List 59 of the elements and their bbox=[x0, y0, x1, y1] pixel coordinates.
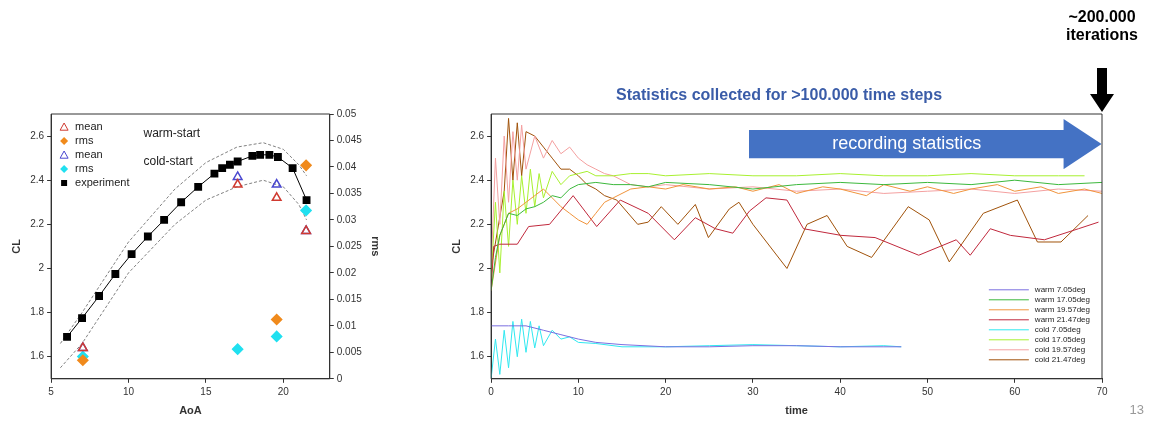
x-tick-label: 60 bbox=[1009, 385, 1021, 397]
annotation: warm-start bbox=[142, 126, 201, 141]
annotation: cold-start bbox=[143, 154, 194, 169]
y2-tick-label: 0.04 bbox=[336, 160, 357, 172]
y-tick-label: 1.8 bbox=[470, 306, 485, 318]
y-axis-title: CL bbox=[9, 238, 22, 254]
legend-label: rms bbox=[75, 162, 94, 175]
x-tick-label: 10 bbox=[572, 385, 585, 397]
legend-label: cold 19.57deg bbox=[1034, 345, 1086, 354]
annotation: recording statistics bbox=[831, 133, 983, 155]
x-tick-label: 5 bbox=[48, 385, 55, 397]
y2-tick-label: 0.025 bbox=[336, 240, 363, 252]
y2-tick-label: 0.02 bbox=[336, 266, 357, 278]
y2-tick-label: 0.015 bbox=[336, 293, 363, 305]
legend-label: warm 17.05deg bbox=[1033, 295, 1091, 304]
y2-tick-label: 0.045 bbox=[336, 134, 363, 146]
legend-label: warm 21.47deg bbox=[1033, 315, 1091, 324]
y-tick-label: 1.6 bbox=[470, 350, 485, 362]
x-tick-label: 30 bbox=[747, 385, 759, 397]
y-tick-label: 2.2 bbox=[30, 218, 45, 230]
text: ~200.000 iterations bbox=[1065, 8, 1139, 44]
legend-label: cold 17.05deg bbox=[1034, 335, 1086, 344]
y2-tick-label: 0.005 bbox=[336, 346, 363, 358]
y-tick-label: 2.2 bbox=[470, 218, 485, 230]
legend-label: experiment bbox=[75, 176, 130, 189]
x-tick-label: 10 bbox=[122, 385, 135, 397]
x-tick-label: 50 bbox=[921, 385, 934, 397]
y-tick-label: 2 bbox=[478, 262, 485, 274]
chart-title: Statistics collected for >100.000 time steps bbox=[616, 86, 943, 104]
x-tick-label: 20 bbox=[277, 385, 290, 397]
x-tick-label: 15 bbox=[200, 385, 212, 397]
y-tick-label: 2.4 bbox=[470, 173, 485, 185]
y2-tick-label: 0.01 bbox=[336, 319, 357, 331]
x-axis-title: AoA bbox=[179, 404, 202, 417]
y-tick-label: 2.6 bbox=[30, 129, 45, 141]
x-tick-label: 20 bbox=[660, 385, 672, 397]
y2-tick-label: 0 bbox=[336, 372, 343, 384]
y-tick-label: 2.4 bbox=[30, 173, 45, 185]
y2-tick-label: 0.035 bbox=[336, 187, 363, 199]
x-tick-label: 40 bbox=[834, 385, 847, 397]
y-tick-label: 1.8 bbox=[30, 306, 45, 318]
y2-tick-label: 0.05 bbox=[336, 107, 357, 119]
y-tick-label: 2.6 bbox=[470, 129, 485, 141]
legend-label: warm 7.05deg bbox=[1033, 285, 1086, 294]
y-tick-label: 2 bbox=[38, 262, 45, 274]
x-tick-label: 70 bbox=[1096, 385, 1108, 397]
legend-label: cold 21.47deg bbox=[1034, 355, 1086, 364]
y-tick-label: 1.6 bbox=[30, 350, 45, 362]
legend-label: mean bbox=[75, 148, 103, 161]
y2-tick-label: 0.03 bbox=[336, 213, 357, 225]
legend-label: mean bbox=[75, 120, 103, 133]
legend-label: rms bbox=[75, 134, 94, 147]
text: 13 bbox=[1129, 402, 1144, 417]
legend-label: warm 19.57deg bbox=[1033, 305, 1091, 314]
legend-label: cold 7.05deg bbox=[1034, 325, 1081, 334]
x-axis-title: time bbox=[785, 404, 808, 417]
y2-axis-title: rms bbox=[370, 236, 383, 257]
y-axis-title: CL bbox=[449, 238, 462, 254]
x-tick-label: 0 bbox=[488, 385, 495, 397]
